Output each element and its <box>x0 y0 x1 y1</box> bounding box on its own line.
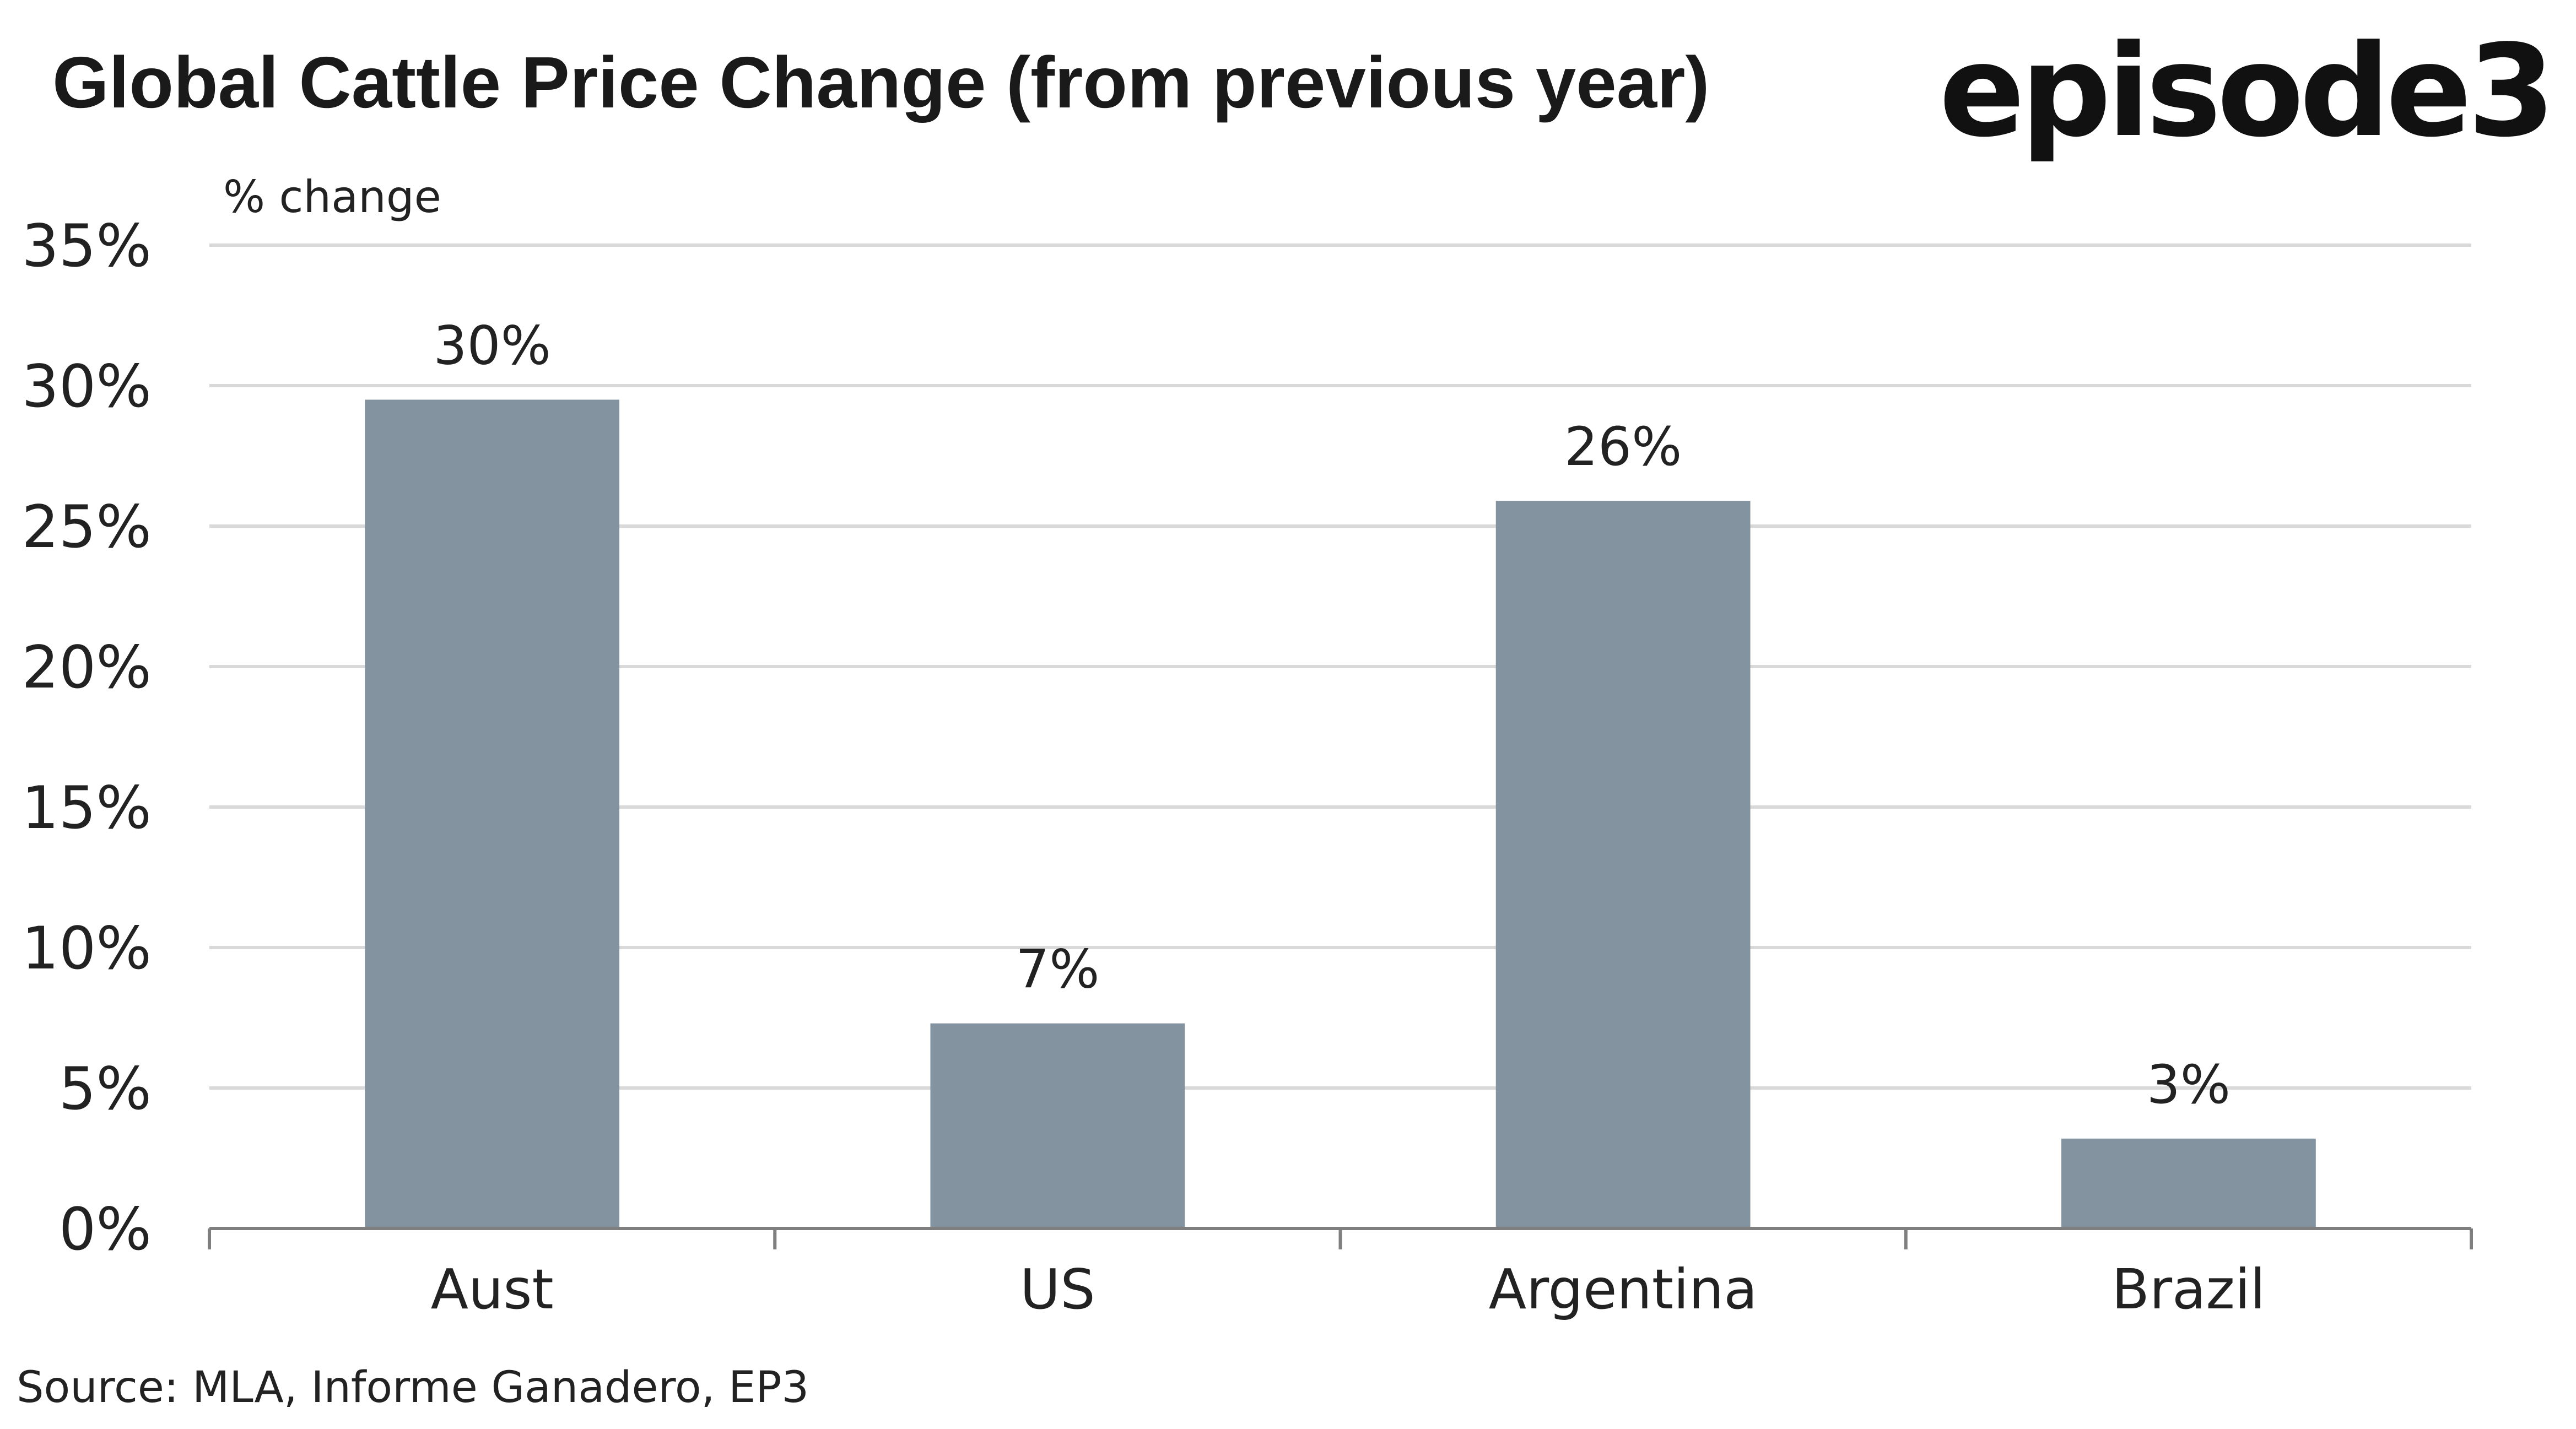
brand-logo: episode3 <box>1939 18 2551 165</box>
y-axis-label: % change <box>223 171 441 223</box>
y-tick-label: 10% <box>21 914 152 982</box>
y-tick-label: 0% <box>59 1195 152 1263</box>
x-tick-label: US <box>1020 1257 1095 1322</box>
y-tick-labels: 0% 5% 10% 15% 20% 25% 30% 35% <box>21 212 152 1263</box>
bar <box>2061 1138 2316 1228</box>
x-tick-labels: Aust US Argentina Brazil <box>431 1257 2266 1322</box>
data-label: 3% <box>2147 1054 2231 1116</box>
x-tick-label: Brazil <box>2111 1257 2265 1322</box>
y-tick-label: 30% <box>21 353 152 420</box>
y-tick-label: 15% <box>21 774 152 842</box>
y-tick-label: 20% <box>21 634 152 701</box>
data-label: 7% <box>1016 939 1099 1000</box>
chart-title: Global Cattle Price Change (from previou… <box>52 42 1709 123</box>
data-label: 30% <box>433 315 550 377</box>
data-labels: 30% 7% 26% 3% <box>433 315 2231 1116</box>
bars <box>365 399 2316 1228</box>
source-note: Source: MLA, Informe Ganadero, EP3 <box>17 1363 809 1412</box>
y-tick-label: 25% <box>21 493 152 561</box>
y-tick-label: 35% <box>21 212 152 280</box>
x-tick-label: Argentina <box>1489 1257 1758 1322</box>
x-axis <box>208 1227 2473 1249</box>
bar <box>365 399 620 1228</box>
y-tick-label: 5% <box>59 1055 152 1123</box>
bar <box>930 1023 1185 1228</box>
data-label: 26% <box>1564 416 1682 478</box>
bar <box>1495 501 1751 1228</box>
x-tick-label: Aust <box>431 1257 554 1322</box>
